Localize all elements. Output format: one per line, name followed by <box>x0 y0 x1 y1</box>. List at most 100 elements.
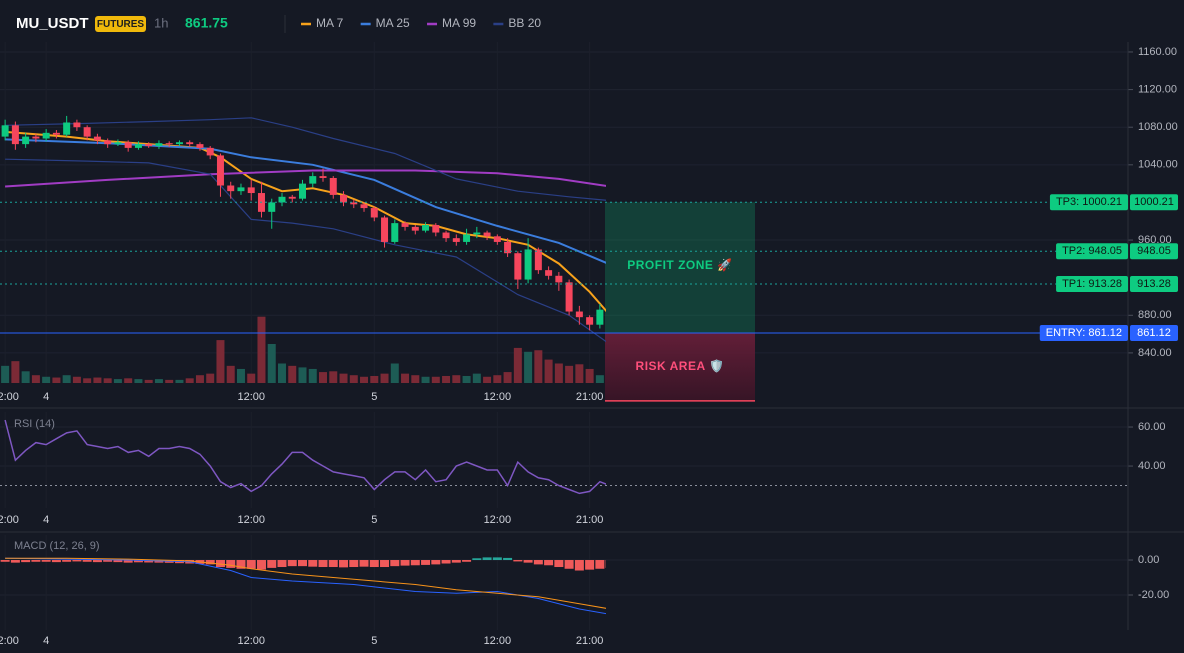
candle-body <box>134 144 142 148</box>
macd-histogram-bar <box>421 560 431 565</box>
candle-body <box>186 142 194 145</box>
volume-bar <box>31 375 40 383</box>
legend-entry: MA 7 <box>316 16 344 30</box>
x-tick-label: 21:00 <box>576 391 604 403</box>
macd-histogram-bar <box>72 560 82 562</box>
volume-bar <box>103 378 112 383</box>
candle-body <box>206 147 214 156</box>
volume-bar <box>524 351 533 383</box>
candle-body <box>360 204 368 209</box>
candle-body <box>227 185 235 192</box>
y-tick-label: 1080.00 <box>1138 121 1178 133</box>
volume-bar <box>257 316 266 383</box>
volume-bar <box>165 379 174 383</box>
x-tick-label: 12:00 <box>484 635 512 647</box>
macd-histogram-bar <box>482 557 492 561</box>
candle-body <box>1 125 9 137</box>
macd-histogram-bar <box>51 560 61 563</box>
badge: FUTURES <box>97 19 145 30</box>
level-axis-bg <box>1130 275 1178 292</box>
candle-body <box>555 275 563 283</box>
level-label-bg <box>1056 275 1128 292</box>
legend-entry: MA 25 <box>376 16 410 30</box>
volume-bar <box>585 368 594 383</box>
x-tick-label: 12:00 <box>484 514 512 526</box>
volume-bar <box>565 365 574 383</box>
candle-body <box>319 176 327 178</box>
y-tick-label: 1160.00 <box>1138 46 1177 58</box>
volume-bar <box>11 361 20 383</box>
candle-body <box>93 136 101 141</box>
candle-body <box>11 125 19 145</box>
line <box>5 117 606 201</box>
candle-body <box>145 144 153 147</box>
level-label: TP2: 948.05 <box>1062 245 1122 257</box>
level-axis-label: 1000.21 <box>1134 196 1174 208</box>
macd-histogram-bar <box>554 560 564 568</box>
macd-histogram-bar <box>390 560 400 567</box>
candle-body <box>175 142 183 145</box>
line <box>4 419 606 495</box>
macd-histogram-bar <box>10 560 20 563</box>
candle-body <box>42 132 50 139</box>
x-tick-label: 21:00 <box>576 635 604 647</box>
x-tick-label: 12:00 <box>0 391 19 403</box>
line <box>5 557 606 615</box>
volume-bar <box>277 363 286 383</box>
level-label: TP1: 913.28 <box>1062 278 1122 290</box>
grid-layer: 1160.00 1120.00 1080.00 1040.00 960.00 880.00… <box>0 42 1178 647</box>
volume-bar <box>380 373 389 383</box>
candle-body <box>534 249 542 271</box>
macd-histogram-bar <box>523 560 533 563</box>
macd-histogram-bar <box>595 560 605 569</box>
macd-histogram-bar <box>400 560 410 566</box>
candle-body <box>452 238 460 242</box>
volume-bar <box>442 375 451 383</box>
level-axis-bg <box>1130 243 1178 260</box>
volume-bar <box>360 376 369 383</box>
candle-body <box>22 136 30 145</box>
macd-histogram-bar <box>62 560 72 562</box>
profit-zone <box>605 202 755 334</box>
y-tick-label: -20.00 <box>1138 589 1169 601</box>
legend-entry: BB 20 <box>508 16 541 30</box>
macd-histogram-bar <box>585 560 595 570</box>
y-tick-label: 1040.00 <box>1138 159 1178 171</box>
volume-bar <box>319 372 328 383</box>
macd-histogram-bar <box>256 560 266 570</box>
volume-bar <box>247 373 256 383</box>
candle-body <box>114 142 122 145</box>
macd-histogram-bar <box>462 560 472 562</box>
candle-body <box>32 136 40 139</box>
x-tick-label: 12:00 <box>0 635 19 647</box>
level-label: TP3: 1000.21 <box>1056 196 1122 208</box>
macd-histogram-bar <box>277 560 287 568</box>
macd-histogram-bar <box>133 560 143 563</box>
macd-histogram-bar <box>21 560 31 563</box>
volume-bar <box>52 377 61 383</box>
volume-bar <box>124 378 133 383</box>
candle-body <box>381 217 389 242</box>
macd-histogram-bar <box>298 560 307 567</box>
volume-bar <box>472 373 481 383</box>
candle-body <box>473 232 481 235</box>
y-tick-label: 0.00 <box>1138 554 1159 566</box>
macd-histogram-bar <box>503 557 513 561</box>
volume-bar <box>421 376 430 383</box>
candle-body <box>545 270 553 276</box>
candle-body <box>278 196 286 203</box>
volume-bar <box>93 377 102 383</box>
level-axis-label: 861.12 <box>1137 327 1171 339</box>
y-tick-label: 60.00 <box>1138 421 1166 433</box>
y-tick-label: 40.00 <box>1138 460 1166 472</box>
macd-histogram-bar <box>236 560 246 569</box>
volume-bar <box>308 368 317 383</box>
candle-body <box>524 249 532 280</box>
level-label-bg <box>1049 194 1128 211</box>
macd-histogram-bar <box>226 560 236 568</box>
candle-body <box>401 223 409 227</box>
y-tick-label: 960.00 <box>1138 234 1172 246</box>
macd-histogram-bar <box>349 560 359 568</box>
level-label-bg <box>1039 325 1128 342</box>
